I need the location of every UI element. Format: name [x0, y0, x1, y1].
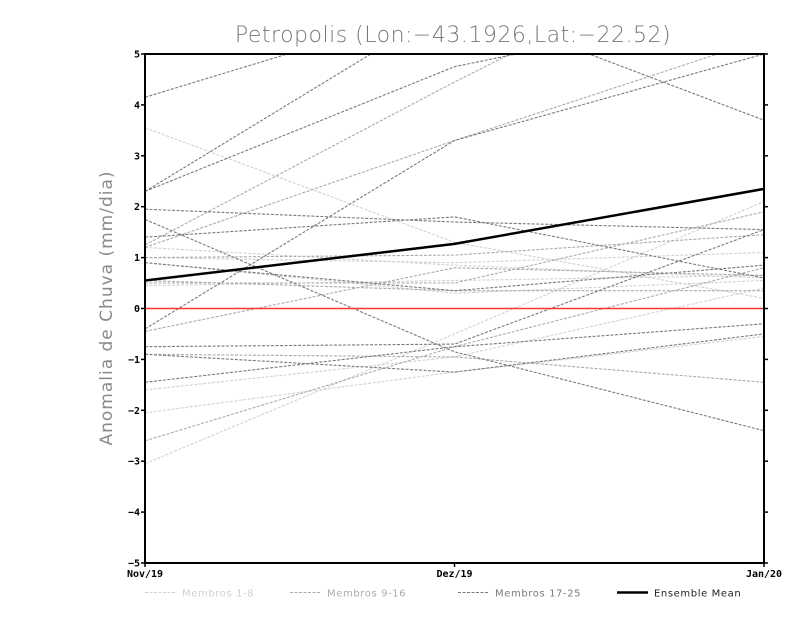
- member-line-group3-2: [145, 208, 764, 231]
- member-line-group2-1: [145, 267, 764, 442]
- member-line-group1-3: [145, 335, 764, 414]
- member-line-group3-4: [145, 54, 520, 192]
- member-line-group3-11: [145, 54, 764, 192]
- member-line-group2-5: [145, 353, 764, 383]
- member-line-group1-1: [145, 127, 764, 299]
- y-ticks: −5 −4 −3 −2 −1 0 1 2 3 4 5: [128, 50, 768, 570]
- x-tick-label: Jan/20: [746, 569, 782, 580]
- x-ticks: Nov/19 Dez/19 Jan/20: [127, 563, 782, 580]
- y-tick-label: 3: [134, 151, 140, 162]
- y-tick-label: −3: [128, 457, 140, 468]
- legend: Membros 1-8 Membros 9-16 Membros 17-25 Ense…: [145, 589, 741, 600]
- x-tick-label: Nov/19: [127, 569, 163, 580]
- member-line-group3-5: [145, 229, 764, 348]
- y-tick-label: 2: [134, 202, 140, 213]
- mean-line-layer: [145, 187, 764, 282]
- member-line-group1-4: [145, 201, 764, 465]
- series-layer: [145, 54, 764, 465]
- member-line-group3-8: [145, 333, 764, 373]
- y-tick-label: −5: [128, 559, 140, 570]
- member-line-group1-5: [145, 262, 764, 294]
- member-line-group1-8: [145, 287, 764, 391]
- member-line-group3-9: [145, 262, 764, 292]
- x-tick-label: Dez/19: [436, 569, 472, 580]
- y-tick-label: 5: [134, 50, 140, 61]
- member-line-group2-4: [145, 234, 764, 259]
- member-line-group2-6: [145, 54, 720, 248]
- legend-label: Membros 9-16: [327, 589, 406, 600]
- chart-title: Petropolis (Lon:−43.1926,Lat:−22.52): [235, 23, 671, 48]
- y-tick-label: −2: [128, 406, 140, 417]
- y-tick-label: 0: [134, 304, 140, 315]
- y-tick-label: 1: [134, 253, 140, 264]
- y-tick-label: −4: [128, 508, 140, 519]
- member-line-group3-10: [145, 54, 764, 330]
- member-line-group2-7: [145, 267, 764, 332]
- member-line-group1-7: [145, 251, 764, 264]
- legend-label: Membros 1-8: [182, 589, 254, 600]
- y-axis-label: Anomalia de Chuva (mm/dia): [97, 170, 117, 445]
- legend-label: Membros 17-25: [495, 589, 581, 600]
- member-line-group1-6: [145, 274, 764, 287]
- member-line-group3-6: [145, 218, 764, 432]
- member-line-group3-3: [145, 216, 764, 279]
- member-line-group3-1: [145, 54, 290, 98]
- member-line-group3-7: [145, 323, 764, 383]
- ensemble-mean-line: [145, 187, 764, 282]
- y-tick-label: 4: [134, 100, 140, 111]
- legend-label: Ensemble Mean: [654, 589, 741, 600]
- y-tick-label: −1: [128, 355, 140, 366]
